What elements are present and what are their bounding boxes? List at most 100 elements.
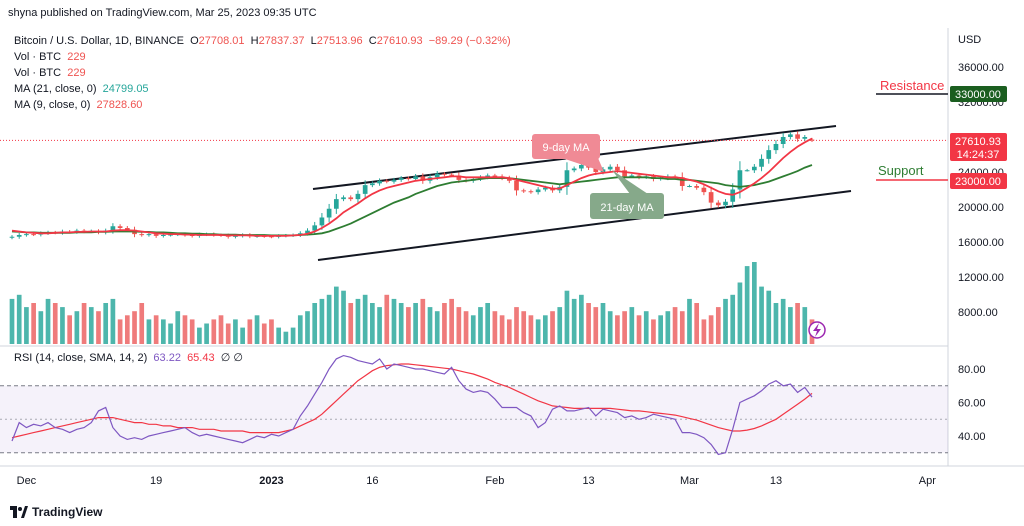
volume-bar xyxy=(269,319,274,344)
volume-bar xyxy=(413,303,418,344)
volume-bar xyxy=(687,298,692,344)
candle-body xyxy=(744,170,750,172)
ma9-line xyxy=(11,137,813,237)
volume-bar xyxy=(694,303,700,344)
volume-bar xyxy=(240,327,245,344)
time-tick-label: 19 xyxy=(150,475,162,487)
candle-body xyxy=(701,187,707,193)
volume-bar xyxy=(218,315,224,344)
volume-bar xyxy=(795,303,800,344)
volume-bar xyxy=(442,303,447,344)
candle-body xyxy=(766,150,772,159)
rsi-tick-label: 40.00 xyxy=(958,431,986,443)
volume-bar xyxy=(132,311,137,344)
candle-body xyxy=(168,234,173,236)
candle-body xyxy=(456,175,462,180)
volume-bar xyxy=(153,315,159,344)
volume-bars xyxy=(9,262,815,344)
volume-bar xyxy=(96,311,101,344)
candle-body xyxy=(31,234,36,236)
volume-bar xyxy=(175,311,181,344)
rsi-line xyxy=(11,354,813,456)
volume-bar xyxy=(658,315,663,344)
lightning-icon[interactable] xyxy=(808,321,826,339)
volume-bar xyxy=(521,311,527,344)
candle-body xyxy=(434,173,440,178)
candle-body xyxy=(362,185,368,194)
volume-bar xyxy=(564,290,570,344)
candle-body xyxy=(161,235,166,236)
candle-body xyxy=(607,166,613,170)
volume-bar xyxy=(636,315,642,344)
candle-body xyxy=(514,180,519,191)
candle-body xyxy=(326,208,332,218)
volume-bar xyxy=(348,303,354,344)
support-label: Support xyxy=(878,163,924,178)
candle-body xyxy=(449,174,454,176)
candle-body xyxy=(773,144,779,151)
resistance-badge: 33000.00 xyxy=(950,86,1007,102)
volume-bar xyxy=(146,319,152,344)
candle-body xyxy=(542,187,548,190)
volume-bar xyxy=(456,307,462,344)
close-value: 27610.93 xyxy=(376,35,423,47)
volume-bar xyxy=(485,303,491,344)
candle-body xyxy=(564,170,570,187)
volume-bar xyxy=(672,307,678,344)
volume-bar xyxy=(333,286,339,344)
change-value: −89.29 (−0.32%) xyxy=(428,35,511,47)
candle-body xyxy=(413,176,418,179)
rsi-tick-label: 60.00 xyxy=(958,398,986,410)
candle-body xyxy=(802,137,808,139)
volume-bar xyxy=(384,294,390,344)
volume-row-1: Vol · BTC 229 xyxy=(14,51,86,63)
volume-bar xyxy=(168,323,173,344)
candle-body xyxy=(528,191,534,193)
symbol-legend: Bitcoin / U.S. Dollar, 1D, BINANCE O2770… xyxy=(14,33,511,113)
volume-bar xyxy=(737,282,743,344)
candle-body xyxy=(708,192,714,203)
volume-bar xyxy=(60,307,65,344)
volume-row-2: Vol · BTC 229 xyxy=(14,67,86,79)
candle-body xyxy=(780,137,786,144)
currency-label: USD xyxy=(958,34,982,46)
volume-bar xyxy=(305,311,310,344)
volume-bar xyxy=(528,315,534,344)
candle-body xyxy=(370,183,375,186)
volume-bar xyxy=(341,290,346,344)
volume-bar xyxy=(420,298,426,344)
volume-bar xyxy=(802,307,808,344)
volume-bar xyxy=(81,303,87,344)
volume-bar xyxy=(31,303,36,344)
volume-bar xyxy=(377,307,382,344)
volume-bar xyxy=(161,319,166,344)
volume-bar xyxy=(88,307,94,344)
candle-body xyxy=(305,230,310,234)
candle-body xyxy=(737,170,743,190)
volume-bar xyxy=(362,294,368,344)
support-badge: 23000.00 xyxy=(950,173,1007,189)
volume-bar xyxy=(780,298,786,344)
candle-body xyxy=(341,197,346,200)
rsi-tick-label: 80.00 xyxy=(958,364,986,376)
symbol-name: Bitcoin / U.S. Dollar, 1D, BINANCE xyxy=(14,35,184,47)
volume-bar xyxy=(16,294,22,344)
volume-bar xyxy=(557,307,563,344)
volume-bar xyxy=(622,311,627,344)
volume-bar xyxy=(427,307,433,344)
svg-text:14:24:37: 14:24:37 xyxy=(957,149,1000,161)
volume-bar xyxy=(67,315,72,344)
time-tick-label: Dec xyxy=(17,475,37,487)
time-tick-label: 2023 xyxy=(259,475,283,487)
volume-bar xyxy=(514,307,519,344)
volume-bar xyxy=(52,303,58,344)
volume-bar xyxy=(297,315,303,344)
volume-bar xyxy=(463,311,469,344)
ma21-line xyxy=(11,164,813,237)
candle-body xyxy=(355,193,361,200)
channel-lower-line xyxy=(317,190,852,261)
candle-body xyxy=(146,234,152,236)
candle-body xyxy=(694,186,700,188)
candle-body xyxy=(384,180,390,182)
